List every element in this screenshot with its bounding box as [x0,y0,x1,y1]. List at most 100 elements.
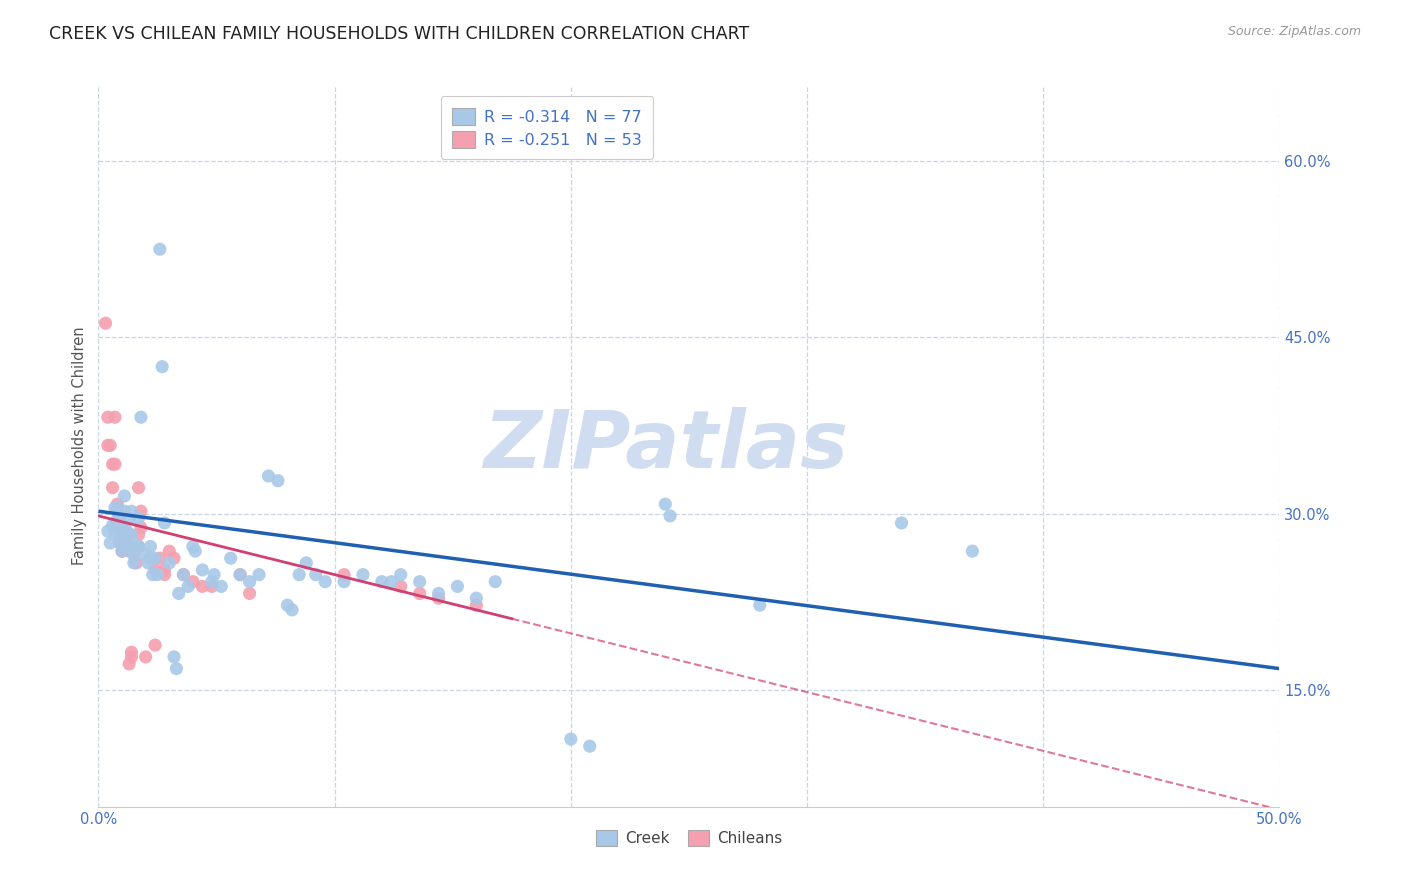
Point [143,563,166,577]
Point [121,527,143,541]
Point [135,649,157,664]
Point [153,567,176,582]
Point [108,524,131,538]
Point [104,457,127,471]
Point [118,511,141,525]
Point [578,739,600,754]
Point [111,527,134,541]
Point [177,579,200,593]
Point [153,516,176,530]
Point [560,732,582,747]
Point [98,438,121,452]
Point [135,548,157,562]
Point [128,527,150,541]
Point [219,551,242,566]
Point [654,497,676,511]
Point [247,567,270,582]
Point [118,527,141,541]
Point [149,242,172,256]
Point [142,567,165,582]
Point [352,567,374,582]
Point [408,586,430,600]
Point [143,638,166,652]
Point [184,544,207,558]
Point [229,567,252,582]
Text: Source: ZipAtlas.com: Source: ZipAtlas.com [1227,25,1361,38]
Point [143,551,166,566]
Point [112,521,135,535]
Point [149,551,172,566]
Point [118,544,141,558]
Point [465,591,488,606]
Point [139,551,162,566]
Point [101,481,124,495]
Point [115,524,138,538]
Point [962,544,984,558]
Point [157,544,180,558]
Point [115,536,138,550]
Point [163,551,186,566]
Text: CREEK VS CHILEAN FAMILY HOUSEHOLDS WITH CHILDREN CORRELATION CHART: CREEK VS CHILEAN FAMILY HOUSEHOLDS WITH … [49,25,749,43]
Point [446,579,468,593]
Point [125,556,148,570]
Point [104,410,127,425]
Point [129,410,152,425]
Point [139,540,162,554]
Point [104,500,127,515]
Point [97,524,120,538]
Point [108,508,131,523]
Point [94,316,117,330]
Point [108,533,131,547]
Point [121,504,143,518]
Point [181,574,204,589]
Point [111,540,134,554]
Point [484,574,506,589]
Point [659,508,682,523]
Point [122,544,145,558]
Point [98,536,121,550]
Point [267,474,290,488]
Point [281,603,304,617]
Point [191,579,214,593]
Point [108,536,131,550]
Point [150,359,173,374]
Point [112,527,135,541]
Point [172,567,194,582]
Point [288,567,311,582]
Point [209,579,232,593]
Point [128,481,150,495]
Point [129,504,152,518]
Point [112,504,135,518]
Point [118,540,141,554]
Point [371,574,394,589]
Point [128,540,150,554]
Point [112,489,135,503]
Point [111,518,134,533]
Point [122,556,145,570]
Point [146,567,169,582]
Point [165,662,187,676]
Point [276,598,298,612]
Point [125,540,148,554]
Point [890,516,912,530]
Legend: Creek, Chileans: Creek, Chileans [588,822,790,854]
Point [101,457,124,471]
Point [105,516,128,530]
Point [465,598,488,612]
Point [105,497,128,511]
Point [201,574,224,589]
Point [181,540,204,554]
Point [427,586,450,600]
Point [167,586,190,600]
Text: ZIPatlas: ZIPatlas [482,407,848,485]
Point [118,657,141,671]
Point [111,521,134,535]
Point [202,567,225,582]
Point [380,574,402,589]
Point [105,500,128,515]
Point [97,438,120,452]
Point [157,556,180,570]
Point [128,511,150,525]
Point [408,574,430,589]
Point [314,574,336,589]
